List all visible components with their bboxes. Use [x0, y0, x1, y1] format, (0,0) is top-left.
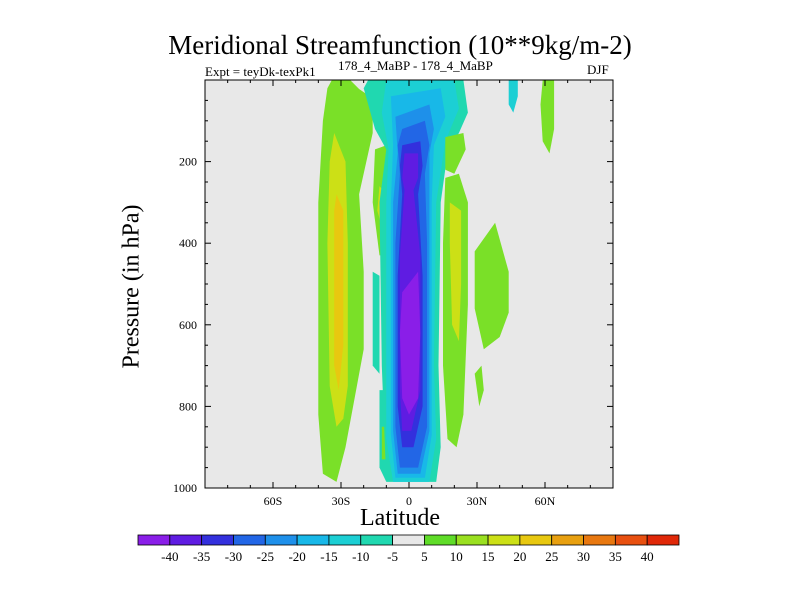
- y-tick-label: 800: [179, 399, 197, 413]
- colorbar-label: -15: [320, 549, 337, 564]
- colorbar-label: 30: [577, 549, 590, 564]
- colorbar-label: 5: [421, 549, 428, 564]
- colorbar-box: [583, 534, 616, 546]
- colorbar-box: [614, 534, 648, 546]
- contour-region-21: [508, 80, 518, 113]
- contour-region-20: [474, 365, 484, 407]
- contour-region-19: [474, 222, 509, 350]
- season-label: DJF: [587, 62, 609, 77]
- y-tick-label: 600: [179, 318, 197, 332]
- colorbar-label: 40: [641, 549, 654, 564]
- colorbar-label: 10: [450, 549, 463, 564]
- colorbar-label: -40: [161, 549, 178, 564]
- difference-subtitle: 178_4_MaBP - 178_4_MaBP: [338, 58, 493, 73]
- colorbar-label: -30: [225, 549, 242, 564]
- colorbar-box: [328, 534, 362, 546]
- contour-region-18: [445, 133, 466, 174]
- colorbar-box: [201, 534, 234, 546]
- colorbar-label: -35: [193, 549, 210, 564]
- colorbar-box: [519, 534, 553, 546]
- colorbar-label: 35: [609, 549, 622, 564]
- colorbar-box: [392, 534, 425, 546]
- colorbar-box: [169, 534, 203, 546]
- colorbar-box: [360, 534, 393, 546]
- colorbar-label: -25: [257, 549, 274, 564]
- y-tick-label: 1000: [173, 481, 197, 495]
- colorbar-label: -10: [352, 549, 369, 564]
- plot-area: [205, 80, 613, 488]
- colorbar-box: [264, 534, 298, 546]
- colorbar-label: 25: [545, 549, 558, 564]
- x-axis-label: Latitude: [360, 505, 440, 531]
- contour-region-2: [334, 194, 344, 391]
- x-tick-label: 0: [406, 494, 412, 508]
- colorbar-box: [646, 534, 680, 546]
- x-tick-label: 60S: [264, 494, 283, 508]
- contour-region-15: [399, 271, 421, 415]
- contour-region-22: [540, 80, 555, 154]
- colorbar-box: [455, 534, 489, 546]
- colorbar-box: [233, 534, 266, 546]
- colorbar-box: [424, 534, 457, 546]
- contour-region-17: [449, 202, 462, 342]
- y-tick-label: 200: [179, 155, 197, 169]
- colorbar-label: -20: [288, 549, 305, 564]
- contour-region-5: [372, 271, 380, 374]
- colorbar-label: -5: [387, 549, 398, 564]
- colorbar-box: [296, 534, 330, 546]
- experiment-subtitle: Expt = teyDk-texPk1: [205, 64, 316, 79]
- chart-title: Meridional Streamfunction (10**9kg/m-2): [168, 30, 632, 60]
- x-tick-label: 30N: [467, 494, 488, 508]
- y-tick-label: 400: [179, 236, 197, 250]
- x-tick-label: 30S: [332, 494, 351, 508]
- x-tick-label: 60N: [535, 494, 556, 508]
- colorbar-box: [551, 534, 584, 546]
- axes: 60S 30S 0 30N 60N 200 400 600 800 1000: [173, 79, 614, 508]
- colorbar-box: [137, 534, 171, 546]
- colorbar-label: 20: [513, 549, 526, 564]
- colorbar-label: 15: [482, 549, 495, 564]
- colorbar: -40 -35 -30 -25 -20 -15 -10 -5 5 10 15 20 25 30 35 40: [137, 534, 680, 564]
- colorbar-box: [487, 534, 521, 546]
